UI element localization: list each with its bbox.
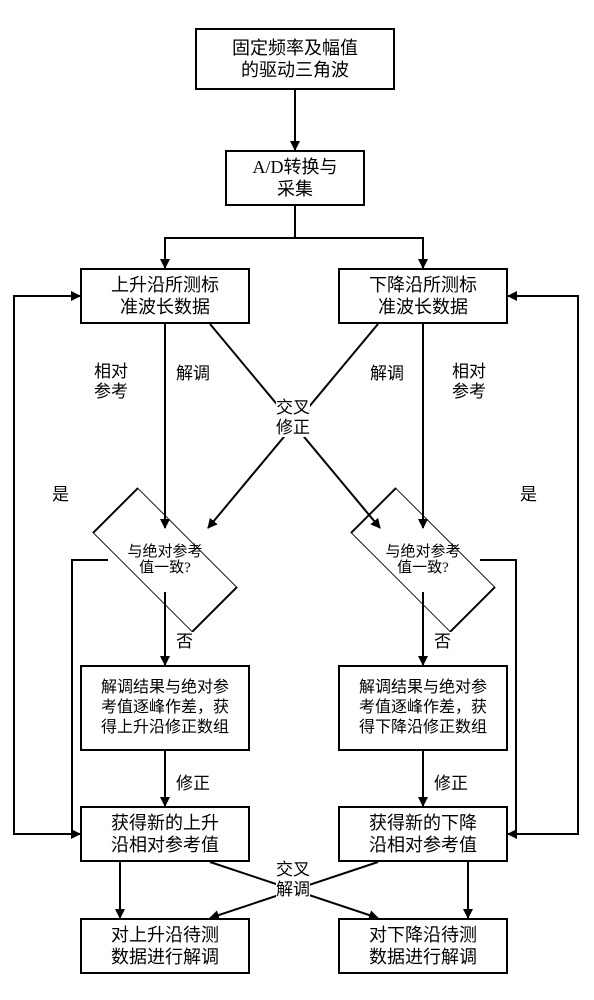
node-fixed-freq-triangle: 固定频率及幅值的驱动三角波 [195, 28, 395, 90]
node-text: 对下降沿待测数据进行解调 [369, 924, 477, 969]
edge-split-L [165, 238, 295, 268]
label-fix-right: 修正 [434, 774, 468, 794]
label-demod-right: 解调 [370, 364, 404, 384]
node-rising-std-wavelength: 上升沿所测标准波长数据 [80, 268, 250, 324]
node-new-rising-relref: 获得新的上升沿相对参考值 [80, 806, 250, 862]
decision-rising-match-absref: 与绝对参考值一致? [94, 489, 236, 631]
label-relative-reference-right: 相对参考 [452, 362, 486, 401]
decision-falling-match-absref: 与绝对参考值一致? [352, 489, 494, 631]
node-text: 上升沿所测标准波长数据 [111, 274, 219, 319]
label-relative-reference-left: 相对参考 [94, 362, 128, 401]
label-no-right: 否 [434, 632, 451, 652]
node-text: 对上升沿待测数据进行解调 [111, 924, 219, 969]
edge-split-R [295, 238, 423, 268]
label-no-left: 否 [176, 632, 193, 652]
label-fix-left: 修正 [176, 774, 210, 794]
label-yes-left: 是 [52, 485, 69, 505]
node-text: 获得新的上升沿相对参考值 [111, 812, 219, 857]
edge-n6L-ret [14, 296, 80, 834]
label-yes-right: 是 [520, 485, 537, 505]
node-text: 获得新的下降沿相对参考值 [369, 812, 477, 857]
node-text: 下降沿所测标准波长数据 [369, 274, 477, 319]
node-text: A/D转换与采集 [253, 156, 338, 201]
node-demod-rising-data: 对上升沿待测数据进行解调 [80, 918, 250, 974]
edge-n6R-ret [508, 296, 578, 834]
node-text: 固定频率及幅值的驱动三角波 [232, 37, 358, 82]
node-text: 解调结果与绝对参考值逐峰作差，获得上升沿修正数组 [101, 678, 229, 738]
decision-text: 与绝对参考值一致? [127, 544, 202, 577]
node-ad-convert: A/D转换与采集 [225, 150, 365, 206]
node-new-falling-relref: 获得新的下降沿相对参考值 [338, 806, 508, 862]
label-cross-correction: 交叉修正 [276, 398, 310, 437]
node-demod-falling-data: 对下降沿待测数据进行解调 [338, 918, 508, 974]
label-cross-demod: 交叉解调 [276, 860, 310, 899]
decision-text: 与绝对参考值一致? [385, 544, 460, 577]
node-falling-std-wavelength: 下降沿所测标准波长数据 [338, 268, 508, 324]
node-falling-diff-array: 解调结果与绝对参考值逐峰作差，获得下降沿修正数组 [338, 665, 508, 751]
node-text: 解调结果与绝对参考值逐峰作差，获得下降沿修正数组 [359, 678, 487, 738]
label-demod-left: 解调 [176, 364, 210, 384]
node-rising-diff-array: 解调结果与绝对参考值逐峰作差，获得上升沿修正数组 [80, 665, 250, 751]
